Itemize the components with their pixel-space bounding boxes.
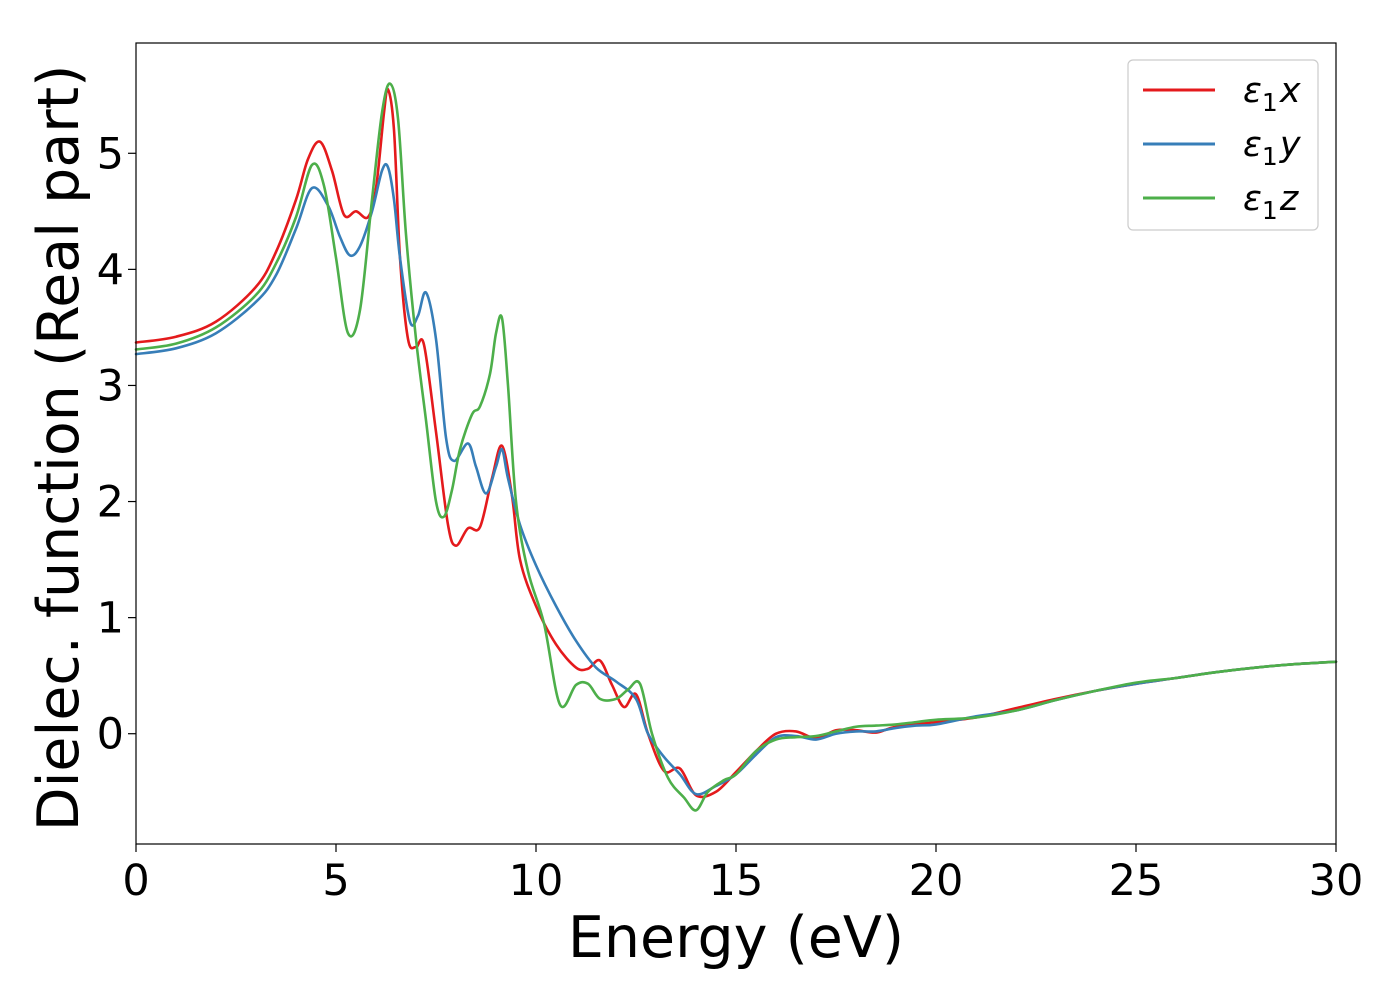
legend-label-z: ε1z bbox=[1243, 179, 1299, 225]
y-tick-label: 0 bbox=[97, 710, 124, 760]
x-tick-label: 0 bbox=[122, 856, 149, 906]
y-axis: 0 1 2 3 4 5 bbox=[97, 129, 136, 760]
y-tick-label: 2 bbox=[97, 478, 124, 528]
series-line-z bbox=[134, 82, 1338, 812]
x-tick-label: 10 bbox=[509, 856, 564, 906]
series-layer bbox=[134, 82, 1338, 812]
series-line-x bbox=[134, 87, 1338, 799]
x-tick-label: 20 bbox=[909, 856, 964, 906]
legend-label-y: ε1y bbox=[1243, 125, 1302, 171]
y-tick-label: 1 bbox=[97, 594, 124, 644]
series-line-y bbox=[134, 162, 1338, 796]
legend: ε1x ε1y ε1z bbox=[1127, 59, 1319, 231]
x-axis-title: Energy (eV) bbox=[568, 905, 904, 971]
x-axis: 0 5 10 15 20 25 30 bbox=[122, 844, 1363, 906]
x-tick-label: 5 bbox=[322, 856, 349, 906]
x-tick-label: 30 bbox=[1309, 856, 1364, 906]
y-tick-label: 5 bbox=[97, 129, 124, 179]
x-tick-label: 15 bbox=[709, 856, 764, 906]
legend-frame bbox=[1127, 59, 1319, 231]
y-tick-label: 4 bbox=[97, 245, 124, 295]
legend-label-x: ε1x bbox=[1243, 71, 1301, 117]
y-tick-label: 3 bbox=[97, 361, 124, 411]
y-axis-title: Dielec. function (Real part) bbox=[26, 65, 92, 832]
x-tick-label: 25 bbox=[1109, 856, 1164, 906]
